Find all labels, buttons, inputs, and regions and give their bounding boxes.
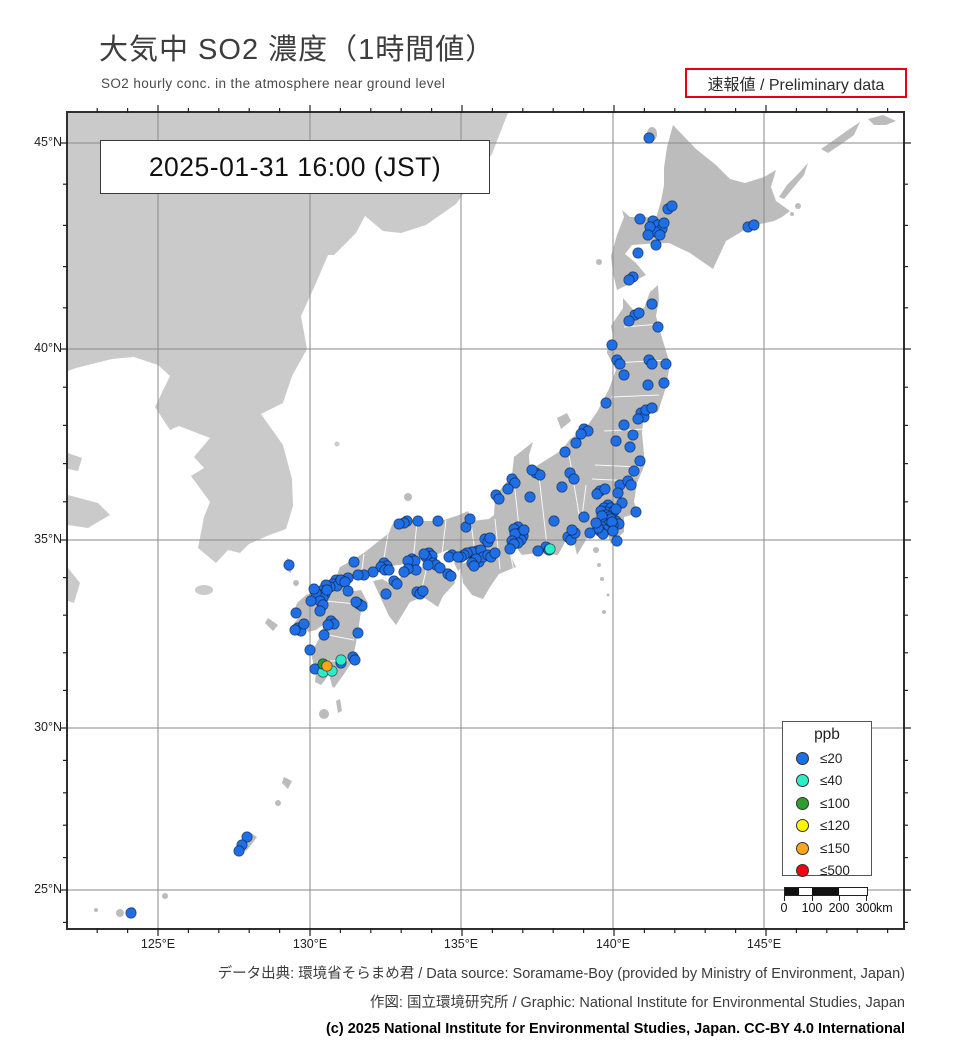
legend-item-le120: ≤120 xyxy=(783,815,871,838)
scale-bar-tick xyxy=(784,895,785,901)
continent-landmass xyxy=(68,113,508,603)
lat-label: 40°N xyxy=(34,341,62,355)
scale-bar-value: 0 xyxy=(780,901,788,915)
japan-map-svg xyxy=(60,105,911,936)
lon-label: 125°E xyxy=(140,937,176,951)
lat-label: 25°N xyxy=(34,882,62,896)
station-dots xyxy=(125,132,760,919)
legend-item-label: ≤100 xyxy=(820,795,850,811)
legend-dot-icon xyxy=(796,864,809,878)
scale-bar-tick xyxy=(839,895,840,901)
scale-bar-segment xyxy=(839,888,867,895)
lat-label: 35°N xyxy=(34,532,62,546)
lon-label: 135°E xyxy=(443,937,479,951)
preliminary-data-badge: 速報値 / Preliminary data xyxy=(685,68,907,98)
scale-bar-segment xyxy=(799,888,812,895)
legend-item-label: ≤500 xyxy=(820,863,850,879)
legend-item-le500: ≤500 xyxy=(783,860,871,883)
page-title: 大気中 SO2 濃度（1時間値） xyxy=(99,34,496,66)
lat-label: 45°N xyxy=(34,135,62,149)
scale-bar-segment xyxy=(812,888,839,895)
legend-dot-icon xyxy=(796,774,809,788)
legend-dot-icon xyxy=(796,841,809,855)
page-subtitle: SO2 hourly conc. in the atmosphere near … xyxy=(101,76,446,91)
lon-label: 140°E xyxy=(595,937,631,951)
lon-label: 145°E xyxy=(746,937,782,951)
legend-item-le150: ≤150 xyxy=(783,837,871,860)
legend-item-le100: ≤100 xyxy=(783,792,871,815)
scale-bar-tick xyxy=(812,895,813,901)
scale-bar-value: 100 xyxy=(801,901,823,915)
map-canvas: 45°N 40°N 35°N 30°N 25°N 125°E 130°E 135°E 140°… xyxy=(34,105,911,951)
legend-dot-icon xyxy=(796,819,809,833)
scale-bar-value: 200 xyxy=(828,901,850,915)
lon-label: 130°E xyxy=(292,937,328,951)
legend-title: ppb xyxy=(814,726,840,743)
legend-box: ppb ≤20 ≤40 ≤100 ≤120 ≤150 ≤500 xyxy=(782,721,872,878)
scale-bar-unit: km xyxy=(876,901,893,915)
legend-item-le20: ≤20 xyxy=(783,747,871,770)
lat-label: 30°N xyxy=(34,720,62,734)
legend-item-le40: ≤40 xyxy=(783,770,871,793)
legend-item-label: ≤120 xyxy=(820,818,850,834)
legend-item-label: ≤150 xyxy=(820,840,850,856)
scale-bar-value: 300 xyxy=(855,901,877,915)
axis-ticks xyxy=(60,105,911,936)
footer-graphic-credit: 作図: 国立環境研究所 / Graphic: National Institut… xyxy=(369,995,905,1011)
legend-dot-icon xyxy=(796,796,809,810)
timestamp-box: 2025-01-31 16:00 (JST) xyxy=(100,140,490,194)
scale-bar-segment xyxy=(785,888,799,895)
scale-bar-segments xyxy=(784,887,868,896)
footer-copyright: (c) 2025 National Institute for Environm… xyxy=(325,1021,905,1037)
legend-rows: ≤20 ≤40 ≤100 ≤120 ≤150 ≤500 xyxy=(783,747,871,882)
scale-bar-tick xyxy=(866,895,867,901)
legend-item-label: ≤40 xyxy=(820,773,843,789)
scale-bar: 0 100 200 300 km xyxy=(780,887,904,921)
legend-item-label: ≤20 xyxy=(820,750,843,766)
footer-data-source: データ出典: 環境省そらまめ君 / Data source: Soramame-… xyxy=(217,966,905,982)
legend-dot-icon xyxy=(796,751,809,765)
